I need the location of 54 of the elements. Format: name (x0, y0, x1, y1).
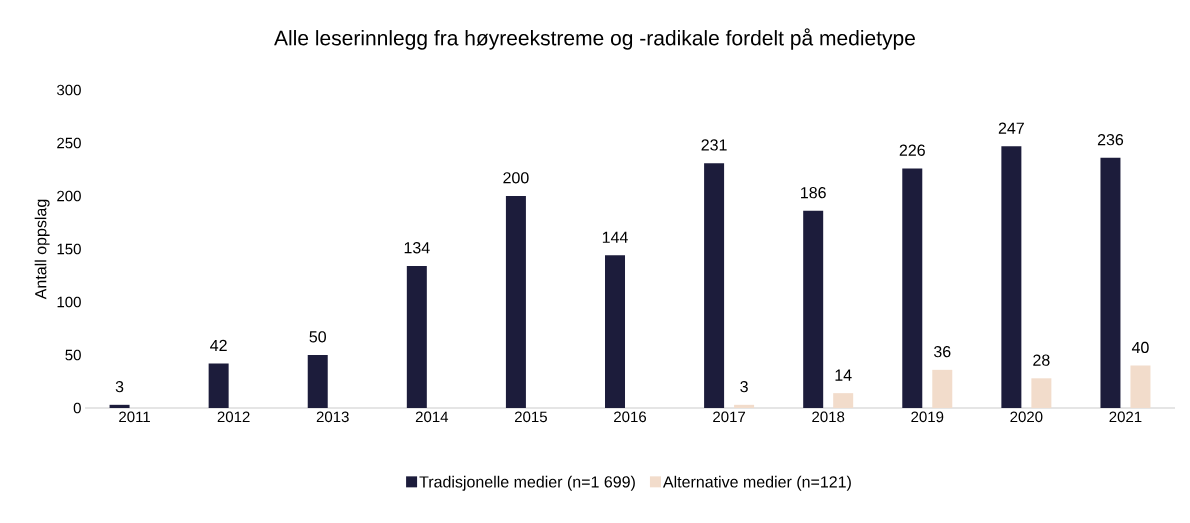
data-label: 3 (740, 380, 748, 393)
data-label: 14 (835, 369, 852, 381)
data-label: 226 (899, 144, 925, 156)
x-tick-label: 2017 (713, 411, 746, 423)
data-label: 144 (602, 231, 628, 243)
y-tick-label: 250 (57, 137, 81, 149)
x-tick-label: 2019 (911, 411, 944, 423)
bar (734, 404, 755, 408)
data-label: 236 (1097, 133, 1124, 146)
chart-title: Alle leserinnlegg fra høyreekstreme og -radikale fordelt på medietype (274, 28, 915, 50)
legend-label: Alternative medier (n=121) (662, 475, 851, 491)
x-tick-label: 2018 (812, 411, 845, 423)
data-label: 42 (210, 339, 227, 351)
bar (932, 369, 953, 408)
bar (1031, 378, 1052, 408)
x-tick-label: 2011 (119, 411, 150, 423)
bar (833, 393, 854, 408)
y-tick-label: 50 (65, 349, 81, 361)
x-tick-label: 2012 (217, 411, 250, 423)
data-label: 3 (115, 380, 124, 393)
x-tick-label: 2020 (1010, 411, 1043, 423)
bar (1100, 157, 1121, 408)
bar (902, 168, 923, 408)
y-tick-label: 150 (57, 243, 81, 255)
data-label: 36 (933, 345, 951, 358)
x-tick-label: 2016 (614, 411, 647, 423)
x-tick-label: 2015 (514, 411, 547, 423)
y-tick-label: 0 (73, 402, 81, 414)
bar (704, 163, 725, 408)
data-label: 231 (701, 139, 727, 151)
bar (803, 210, 824, 408)
data-label: 186 (801, 186, 826, 199)
bar (1130, 365, 1151, 408)
data-label: 247 (998, 122, 1024, 134)
bar (208, 363, 229, 408)
bar (109, 404, 130, 408)
y-tick-label: 200 (57, 190, 81, 202)
bar (1001, 146, 1022, 408)
x-tick-label: 2013 (316, 411, 349, 423)
data-label: 134 (404, 242, 430, 254)
y-tick-label: 300 (57, 84, 81, 96)
bar (505, 196, 526, 408)
bar (406, 265, 427, 408)
legend-label: Tradisjonelle medier (n=1 699) (419, 475, 635, 491)
y-tick-label: 100 (57, 296, 81, 308)
bar (307, 355, 328, 408)
y-axis-title: Antall oppslag (34, 199, 50, 300)
data-label: 50 (309, 331, 326, 343)
x-tick-label: 2014 (415, 411, 449, 423)
bar (605, 255, 626, 408)
data-label: 28 (1033, 354, 1050, 366)
data-label: 200 (503, 172, 529, 184)
x-tick-label: 2021 (1109, 411, 1142, 423)
data-label: 40 (1131, 341, 1149, 354)
